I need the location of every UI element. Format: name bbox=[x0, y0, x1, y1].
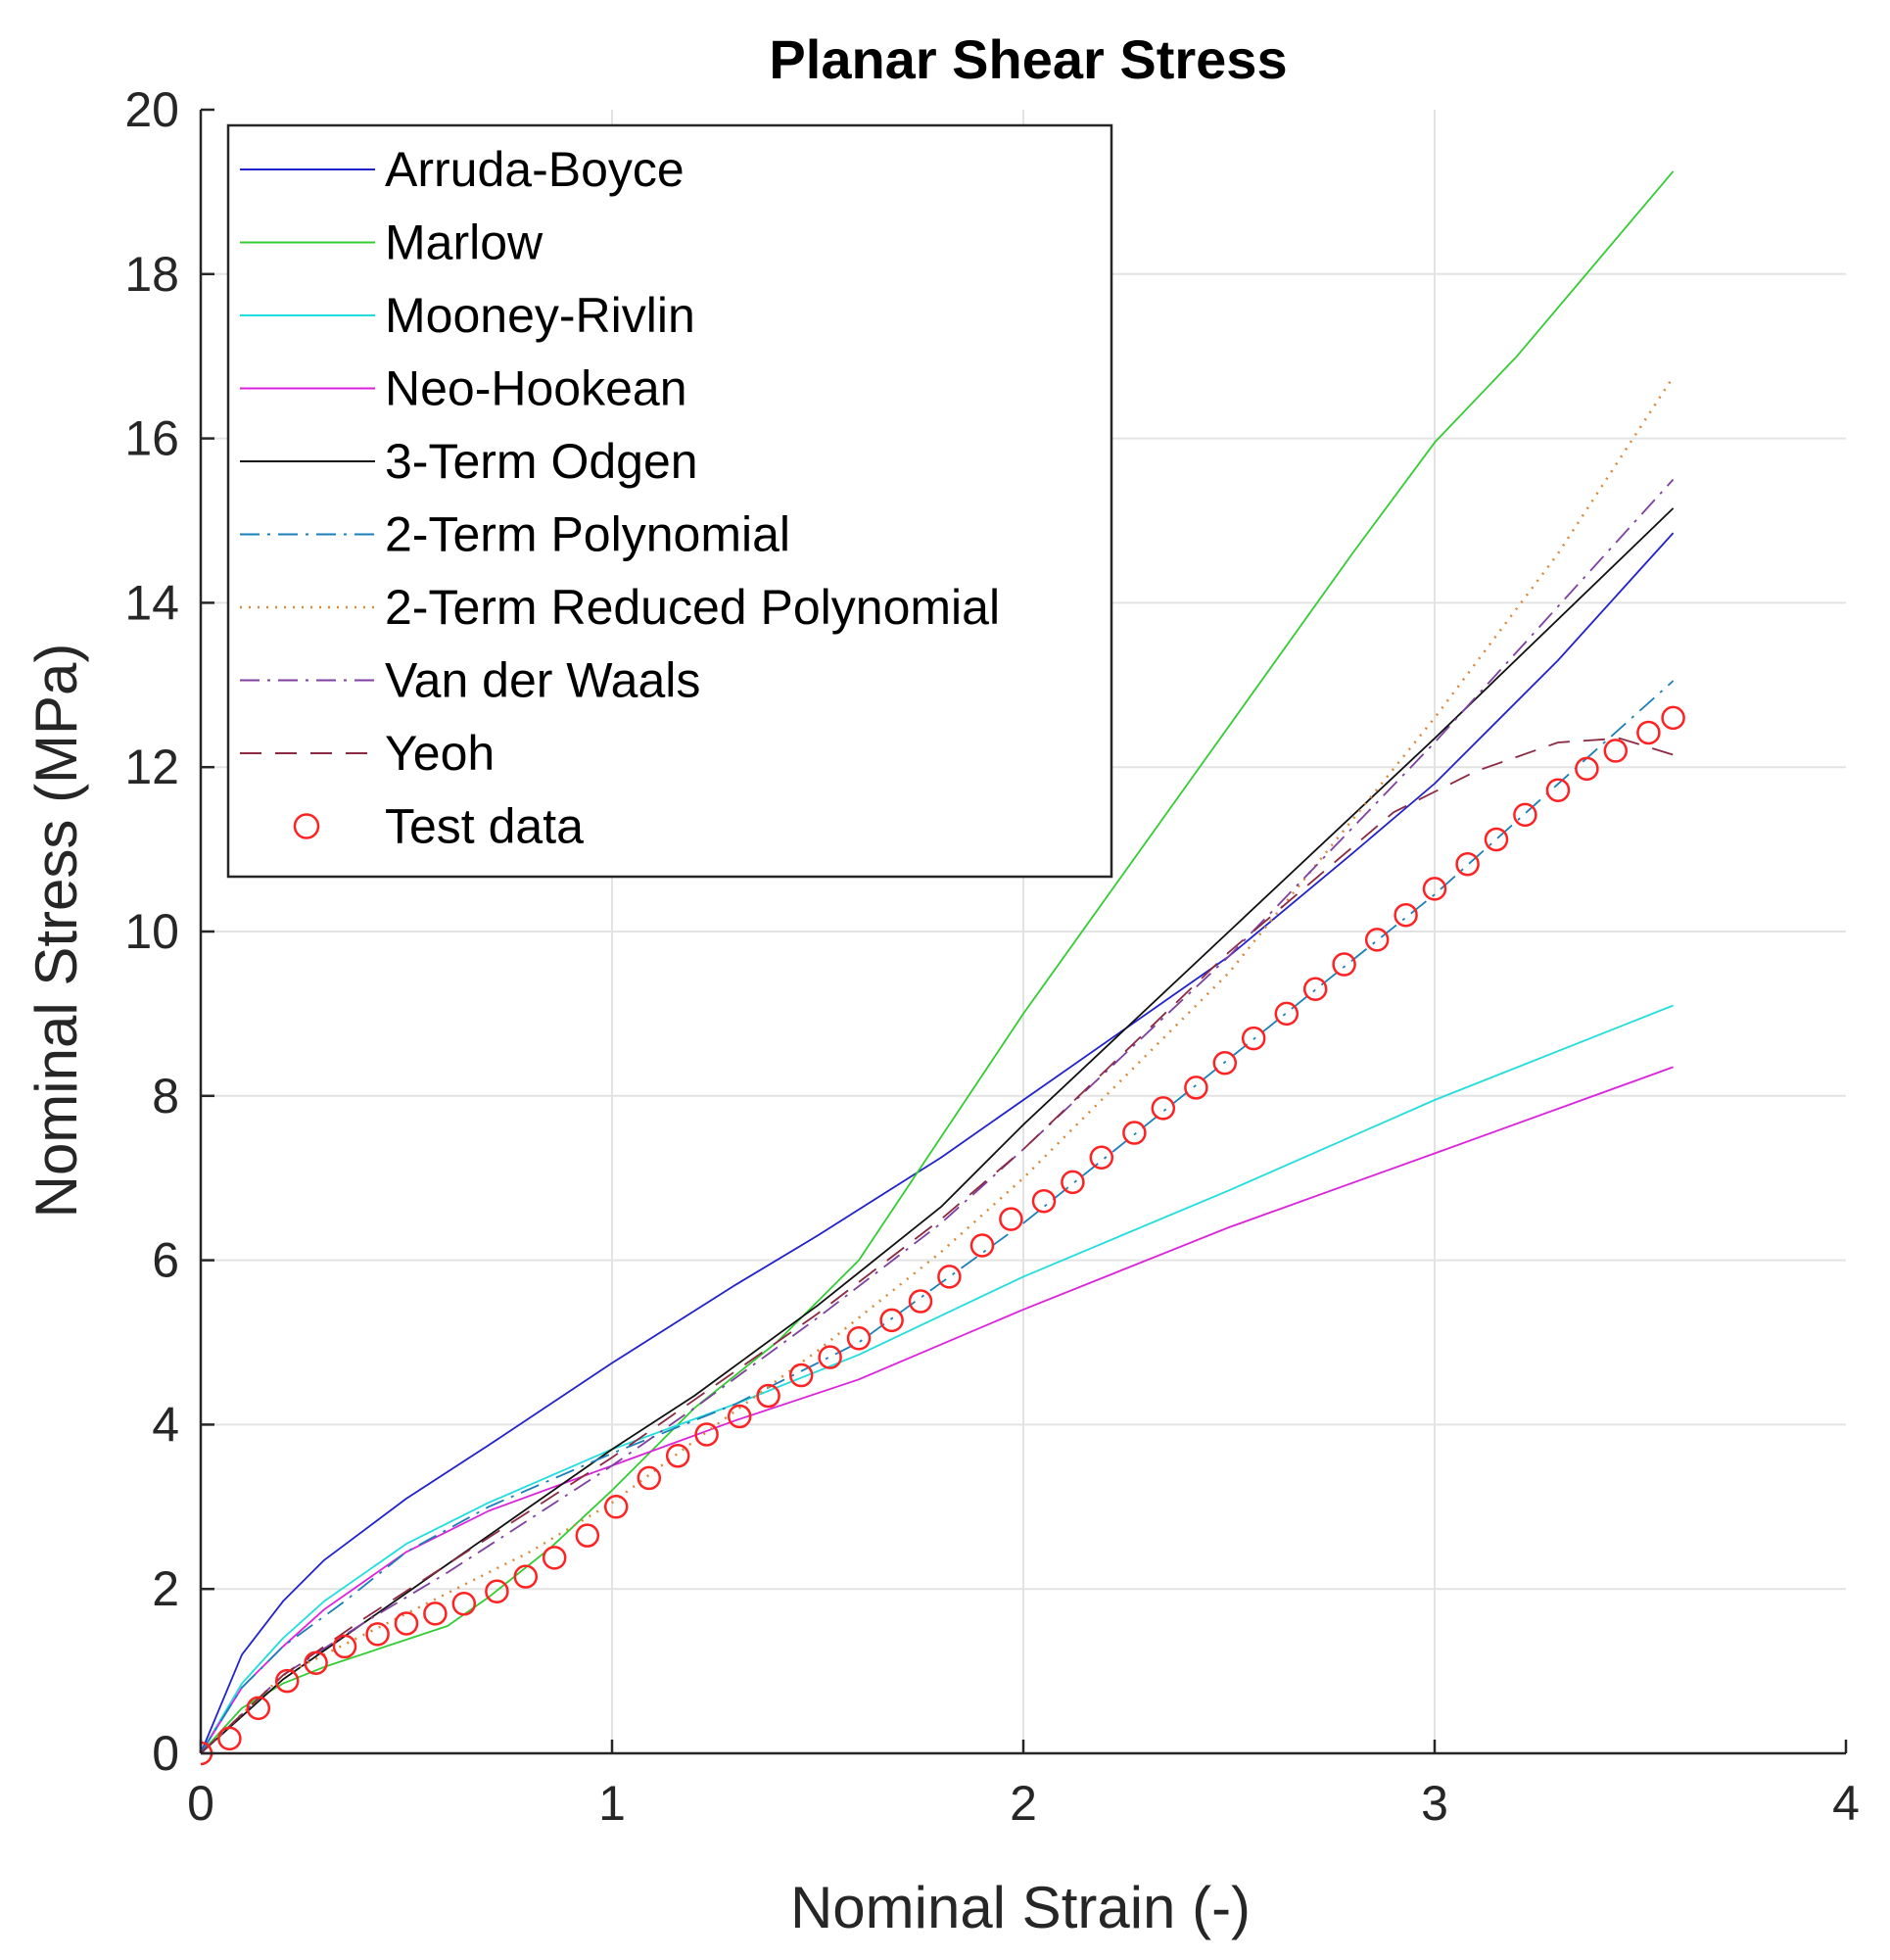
test-data-marker bbox=[485, 1579, 509, 1603]
test-data-marker bbox=[1636, 720, 1661, 745]
y-tick-label: 20 bbox=[124, 82, 179, 137]
test-data-marker bbox=[1089, 1145, 1114, 1170]
test-data-marker bbox=[1332, 952, 1356, 977]
y-tick-label: 8 bbox=[152, 1069, 179, 1123]
test-data-marker bbox=[542, 1546, 567, 1570]
y-tick-label: 4 bbox=[152, 1397, 179, 1452]
test-data-marker bbox=[1455, 851, 1480, 877]
test-data-marker bbox=[603, 1495, 629, 1519]
test-data-marker bbox=[999, 1207, 1023, 1231]
test-data-marker bbox=[846, 1326, 872, 1351]
test-data-marker bbox=[756, 1383, 780, 1409]
test-data-marker bbox=[969, 1233, 995, 1258]
test-data-marker bbox=[1422, 877, 1447, 901]
y-tick-label: 12 bbox=[124, 740, 179, 794]
series-line-arruda-boyce bbox=[201, 532, 1675, 1754]
legend-label-3-term-odgen: 3-Term Odgen bbox=[385, 434, 698, 489]
x-tick-label: 0 bbox=[187, 1776, 214, 1831]
legend-marker-test-data bbox=[293, 813, 320, 839]
x-tick-label: 2 bbox=[1010, 1776, 1037, 1831]
test-data-marker bbox=[1061, 1170, 1085, 1195]
x-tick-label: 1 bbox=[598, 1776, 626, 1831]
legend-label-neo-hookean: Neo-Hookean bbox=[385, 361, 687, 416]
test-data-marker bbox=[1364, 928, 1390, 952]
test-data-marker bbox=[513, 1564, 539, 1589]
test-data-marker bbox=[1031, 1188, 1057, 1214]
test-data-marker bbox=[818, 1345, 842, 1369]
test-data-marker bbox=[365, 1622, 390, 1647]
chart-title: Planar Shear Stress bbox=[769, 28, 1287, 90]
legend-label-marlow: Marlow bbox=[385, 215, 543, 270]
legend-label-yeoh: Yeoh bbox=[385, 726, 495, 781]
test-data-marker bbox=[575, 1523, 600, 1548]
test-data-marker bbox=[1661, 705, 1685, 731]
x-tick-label: 4 bbox=[1832, 1776, 1860, 1831]
test-data-marker bbox=[1603, 739, 1629, 763]
y-tick-label: 6 bbox=[152, 1233, 179, 1288]
test-data-marker bbox=[937, 1265, 962, 1289]
legend-label-mooney-rivlin: Mooney-Rivlin bbox=[385, 288, 695, 343]
test-data-marker bbox=[274, 1668, 300, 1694]
test-data-marker bbox=[665, 1444, 690, 1468]
x-axis-label: Nominal Strain (-) bbox=[790, 1875, 1251, 1940]
test-data-marker bbox=[451, 1592, 477, 1616]
series-line-2-term-reduced-polynomial bbox=[201, 376, 1675, 1754]
test-data-marker bbox=[394, 1611, 419, 1636]
test-data-marker bbox=[1302, 977, 1328, 1001]
test-data-marker bbox=[246, 1696, 271, 1721]
plot-area: 0 1 2 3 402468101214161820Arruda-BoyceMarlow… bbox=[124, 82, 1860, 1831]
test-data-marker bbox=[1212, 1050, 1238, 1076]
test-data-marker bbox=[1394, 902, 1418, 928]
legend-label-arruda-boyce: Arruda-Boyce bbox=[385, 142, 685, 197]
legend-label-2-term-polynomial: 2-Term Polynomial bbox=[385, 507, 790, 562]
y-tick-label: 14 bbox=[124, 575, 179, 630]
test-data-marker bbox=[879, 1308, 904, 1333]
test-data-marker bbox=[788, 1362, 814, 1388]
series-line-yeoh bbox=[201, 737, 1674, 1754]
test-data-marker bbox=[1151, 1096, 1176, 1121]
legend-label-test-data: Test data bbox=[385, 799, 584, 854]
test-data-marker bbox=[694, 1422, 719, 1447]
test-data-marker bbox=[727, 1404, 752, 1429]
legend-label-van-der-waals: Van der Waals bbox=[385, 653, 700, 708]
series-group bbox=[201, 170, 1685, 1766]
test-data-marker bbox=[1274, 1001, 1299, 1027]
y-tick-label: 0 bbox=[152, 1726, 179, 1781]
legend: Arruda-Boyce Marlow Mooney-Rivlin Neo-Hooke… bbox=[226, 123, 1113, 879]
test-data-marker bbox=[637, 1465, 662, 1491]
series-line-3-term-odgen bbox=[201, 507, 1675, 1754]
test-data-marker bbox=[1545, 778, 1571, 802]
test-data-marker bbox=[304, 1650, 328, 1675]
series-line-marlow bbox=[201, 170, 1675, 1754]
y-tick-label: 2 bbox=[152, 1561, 179, 1616]
x-tick-label: 3 bbox=[1421, 1776, 1448, 1831]
test-data-marker bbox=[1241, 1026, 1266, 1051]
test-data-marker bbox=[1575, 756, 1599, 782]
y-tick-label: 18 bbox=[124, 247, 179, 302]
y-axis-label: Nominal Stress (MPa) bbox=[24, 644, 89, 1219]
legend-box bbox=[226, 123, 1113, 879]
test-data-marker bbox=[908, 1289, 933, 1314]
test-data-marker bbox=[1484, 827, 1509, 852]
y-tick-label: 16 bbox=[124, 411, 179, 466]
test-data-marker bbox=[423, 1601, 448, 1626]
test-data-marker bbox=[1184, 1076, 1208, 1100]
test-data-marker bbox=[217, 1726, 242, 1751]
legend-label-2-term-reduced-polynomial: 2-Term Reduced Polynomial bbox=[385, 580, 1000, 635]
test-data-marker bbox=[1513, 802, 1537, 828]
test-data-marker bbox=[1122, 1121, 1147, 1145]
y-tick-label: 10 bbox=[124, 904, 179, 959]
test-data-marker bbox=[332, 1634, 357, 1659]
series-line-van-der-waals bbox=[201, 478, 1675, 1754]
